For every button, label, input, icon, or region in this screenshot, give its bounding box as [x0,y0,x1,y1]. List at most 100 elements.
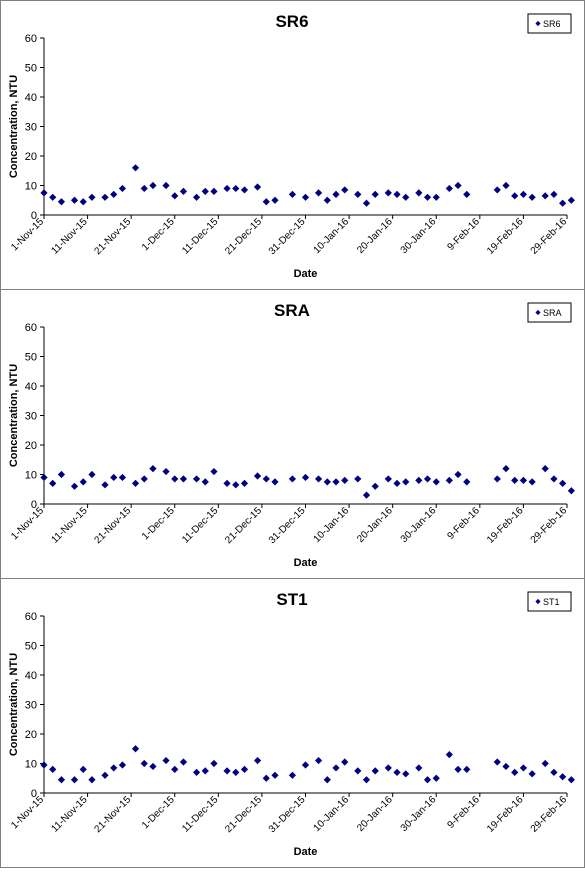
x-tick-label: 11-Dec-15 [180,216,221,257]
data-point [415,476,423,484]
data-point [511,192,519,200]
y-tick-label: 30 [25,411,37,423]
data-point [423,475,432,483]
data-point [232,481,240,489]
data-point [210,467,218,476]
data-point [288,190,297,198]
x-tick-label: 30-Jan-16 [399,216,439,256]
data-point [454,181,462,190]
data-point [271,196,279,204]
x-tick-label: 9-Feb-16 [445,505,482,542]
data-point [567,776,575,784]
data-point [70,482,79,490]
data-point [70,196,79,204]
data-point [162,756,170,765]
y-axis-label: Concentration, NTU [8,653,20,756]
data-point [454,765,462,773]
data-point [354,767,362,775]
data-point [362,776,371,784]
data-point [223,479,231,487]
data-point [354,475,362,483]
data-point [301,473,310,482]
data-point [432,774,440,782]
data-point [232,768,240,776]
x-tick-label: 21-Nov-15 [92,505,133,546]
legend-label: SRA [543,308,562,318]
y-tick-label: 50 [25,641,37,653]
data-point [362,199,371,207]
y-tick-label: 40 [25,670,37,682]
data-point [192,475,201,483]
data-point [140,184,148,193]
data-point [559,479,567,487]
data-point [140,759,148,768]
x-tick-label: 19-Feb-16 [485,505,526,546]
y-tick-label: 20 [25,440,37,452]
y-tick-label: 20 [25,729,37,741]
y-tick-label: 60 [25,322,37,334]
x-tick-label: 1-Nov-15 [9,216,46,253]
x-tick-label: 10-Jan-16 [312,505,352,545]
data-point [40,761,48,769]
y-tick-label: 20 [25,151,37,163]
x-axis-label: Date [294,846,318,858]
x-tick-label: 21-Dec-15 [223,794,264,835]
data-point [101,771,109,779]
data-point [40,189,48,197]
data-point [371,482,379,490]
data-point [101,193,109,201]
data-point [192,193,201,201]
data-point [131,479,140,487]
data-point [384,475,392,483]
data-point [323,196,331,204]
x-tick-label: 29-Feb-16 [529,505,570,546]
data-point [88,776,96,784]
x-tick-label: 21-Dec-15 [223,505,264,546]
data-point [371,767,379,775]
y-tick-label: 60 [25,33,37,45]
data-point [445,751,453,759]
x-tick-label: 10-Jan-16 [312,216,352,256]
data-point [502,762,510,771]
data-point [519,476,528,484]
data-point [262,198,270,206]
x-tick-label: 19-Feb-16 [485,216,526,257]
chart-panel-sr6: SR6 0 10 20 30 40 50 60 1-Nov-15 11-Nov-15 21-Nov-… [0,0,585,290]
data-point [79,765,87,773]
x-tick-label: 9-Feb-16 [445,794,482,831]
x-axis-label: Date [294,557,318,569]
data-point [362,491,371,499]
data-point [402,478,410,486]
x-tick-label: 21-Nov-15 [92,216,133,257]
legend-marker [535,598,541,605]
data-point [314,475,323,483]
data-point [88,470,96,479]
x-tick-label: 1-Nov-15 [9,505,46,542]
data-point [149,181,157,190]
legend: SR6 [527,13,572,34]
y-tick-label: 40 [25,381,37,393]
legend-label: ST1 [543,597,560,607]
legend-marker [535,20,541,27]
data-point [567,487,575,495]
data-point [288,771,297,779]
data-point [288,475,297,483]
data-point [341,476,349,484]
x-tick-label: 1-Dec-15 [140,505,177,542]
data-point [511,768,519,776]
data-point [101,481,109,489]
data-point [240,479,249,487]
data-point [88,193,96,201]
data-point [110,764,118,772]
x-tick-label: 20-Jan-16 [355,216,395,256]
data-point [232,184,240,193]
x-tick-label: 11-Dec-15 [180,505,221,546]
data-point [223,184,231,193]
data-point [567,196,575,204]
data-point [171,192,179,200]
data-point [393,190,401,198]
data-point [271,771,279,779]
data-point [445,184,453,193]
data-point [402,770,410,778]
data-point [393,768,401,776]
